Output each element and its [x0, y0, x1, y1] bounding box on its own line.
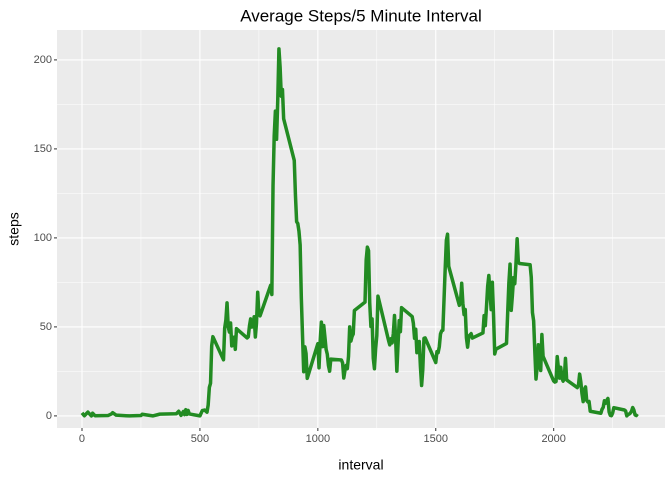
- y-tick-label: 200: [34, 54, 52, 66]
- y-tick-label: 0: [46, 410, 52, 422]
- chart-title: Average Steps/5 Minute Interval: [240, 6, 482, 25]
- data-line: [80, 47, 639, 418]
- y-tick-label: 100: [34, 232, 52, 244]
- x-tick-label: 2000: [541, 433, 565, 445]
- x-tick-label: 500: [191, 433, 209, 445]
- x-tick-label: 1000: [306, 433, 330, 445]
- y-tick-label: 150: [34, 143, 52, 155]
- y-tick-label: 50: [40, 321, 52, 333]
- panel: [57, 30, 665, 428]
- y-axis-label: steps: [6, 212, 22, 245]
- x-tick-label: 0: [79, 433, 85, 445]
- x-tick-label: 1500: [424, 433, 448, 445]
- x-axis-label: interval: [338, 457, 383, 473]
